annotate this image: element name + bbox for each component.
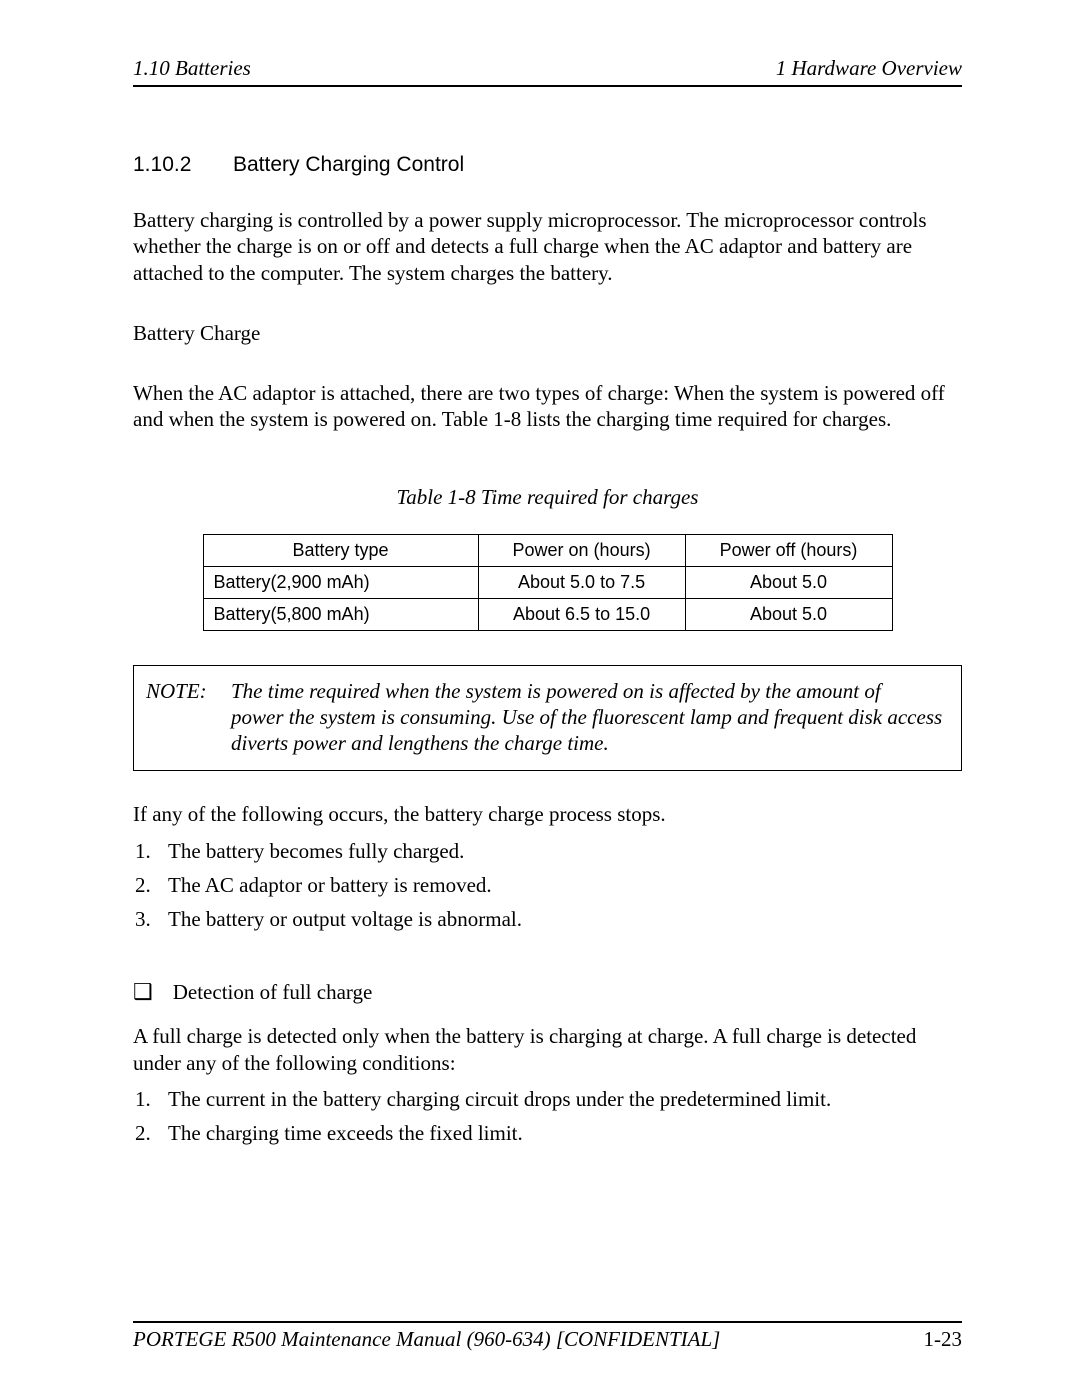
- footer-rule: [133, 1321, 962, 1323]
- table-cell: About 5.0 to 7.5: [478, 566, 685, 598]
- table-col-header: Power on (hours): [478, 534, 685, 566]
- section-number: 1.10.2: [133, 153, 233, 177]
- subheading-battery-charge: Battery Charge: [133, 320, 962, 346]
- page: 1.10 Batteries 1 Hardware Overview 1.10.…: [0, 0, 1080, 1397]
- table-cell: About 5.0: [685, 598, 892, 630]
- page-header: 1.10 Batteries 1 Hardware Overview: [133, 56, 962, 85]
- charge-time-table: Battery type Power on (hours) Power off …: [203, 534, 893, 631]
- table-col-header: Power off (hours): [685, 534, 892, 566]
- table-header-row: Battery type Power on (hours) Power off …: [203, 534, 892, 566]
- header-right: 1 Hardware Overview: [776, 56, 962, 81]
- table-cell: Battery(5,800 mAh): [203, 598, 478, 630]
- table-row: Battery(2,900 mAh) About 5.0 to 7.5 Abou…: [203, 566, 892, 598]
- detection-bullet-label: Detection of full charge: [173, 980, 373, 1005]
- paragraph-intro: Battery charging is controlled by a powe…: [133, 207, 962, 286]
- footer-left: PORTEGE R500 Maintenance Manual (960-634…: [133, 1327, 720, 1352]
- note-text-line1: The time required when the system is pow…: [231, 679, 881, 703]
- table-cell: About 5.0: [685, 566, 892, 598]
- note-box: NOTE:The time required when the system i…: [133, 665, 962, 772]
- note-text-line2: power the system is consuming. Use of th…: [231, 704, 943, 757]
- list-item: The charging time exceeds the fixed limi…: [156, 1120, 962, 1146]
- header-rule: [133, 85, 962, 87]
- list-item: The battery becomes fully charged.: [156, 838, 962, 864]
- paragraph-detection-intro: A full charge is detected only when the …: [133, 1023, 962, 1076]
- table-row: Battery(5,800 mAh) About 6.5 to 15.0 Abo…: [203, 598, 892, 630]
- section-title: Battery Charging Control: [233, 153, 464, 177]
- detection-bullet: ❑ Detection of full charge: [133, 980, 962, 1005]
- page-footer: PORTEGE R500 Maintenance Manual (960-634…: [133, 1321, 962, 1352]
- footer-page-number: 1-23: [924, 1327, 963, 1352]
- table-caption: Table 1-8 Time required for charges: [133, 485, 962, 510]
- detection-conditions-list: The current in the battery charging circ…: [133, 1086, 962, 1155]
- list-item: The AC adaptor or battery is removed.: [156, 872, 962, 898]
- paragraph-stop-intro: If any of the following occurs, the batt…: [133, 801, 962, 827]
- checkbox-icon: ❑: [133, 981, 153, 1006]
- table-cell: Battery(2,900 mAh): [203, 566, 478, 598]
- stop-conditions-list: The battery becomes fully charged. The A…: [133, 838, 962, 941]
- list-item: The battery or output voltage is abnorma…: [156, 906, 962, 932]
- paragraph-charge-types: When the AC adaptor is attached, there a…: [133, 380, 962, 433]
- table-cell: About 6.5 to 15.0: [478, 598, 685, 630]
- section-heading: 1.10.2 Battery Charging Control: [133, 153, 962, 177]
- note-label: NOTE:: [146, 678, 231, 704]
- list-item: The current in the battery charging circ…: [156, 1086, 962, 1112]
- header-left: 1.10 Batteries: [133, 56, 251, 81]
- table-col-header: Battery type: [203, 534, 478, 566]
